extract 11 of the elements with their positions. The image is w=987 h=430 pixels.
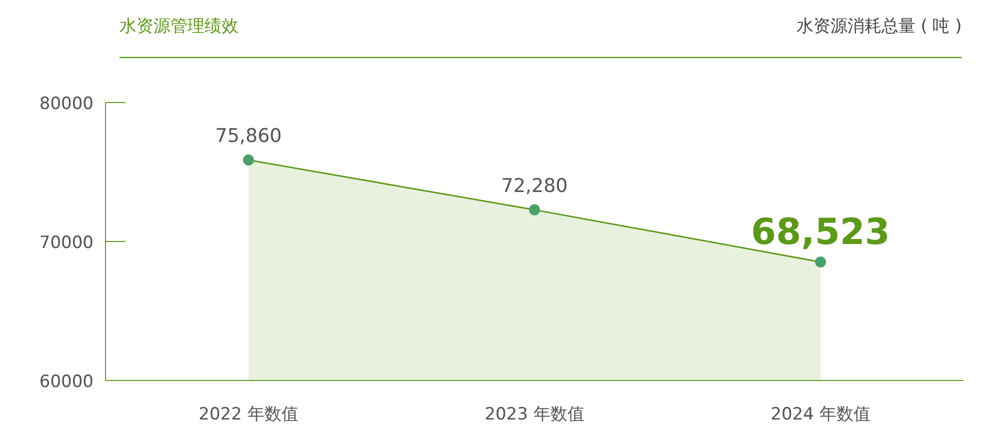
data-label: 72,280 — [501, 174, 568, 197]
data-label: 68,523 — [751, 212, 890, 254]
chart-title: 水资源管理绩效 — [119, 16, 238, 36]
x-tick-label: 2024 年数值 — [770, 404, 870, 424]
y-tick-label: 70000 — [39, 233, 94, 253]
y-tick-label: 60000 — [39, 372, 94, 392]
x-tick-label: 2023 年数值 — [484, 404, 584, 424]
data-label: 75,860 — [215, 125, 282, 148]
chart-subtitle: 水资源消耗总量 ( 吨 ) — [796, 16, 962, 36]
y-tick-label: 80000 — [39, 94, 94, 114]
x-tick-label: 2022 年数值 — [198, 404, 298, 424]
